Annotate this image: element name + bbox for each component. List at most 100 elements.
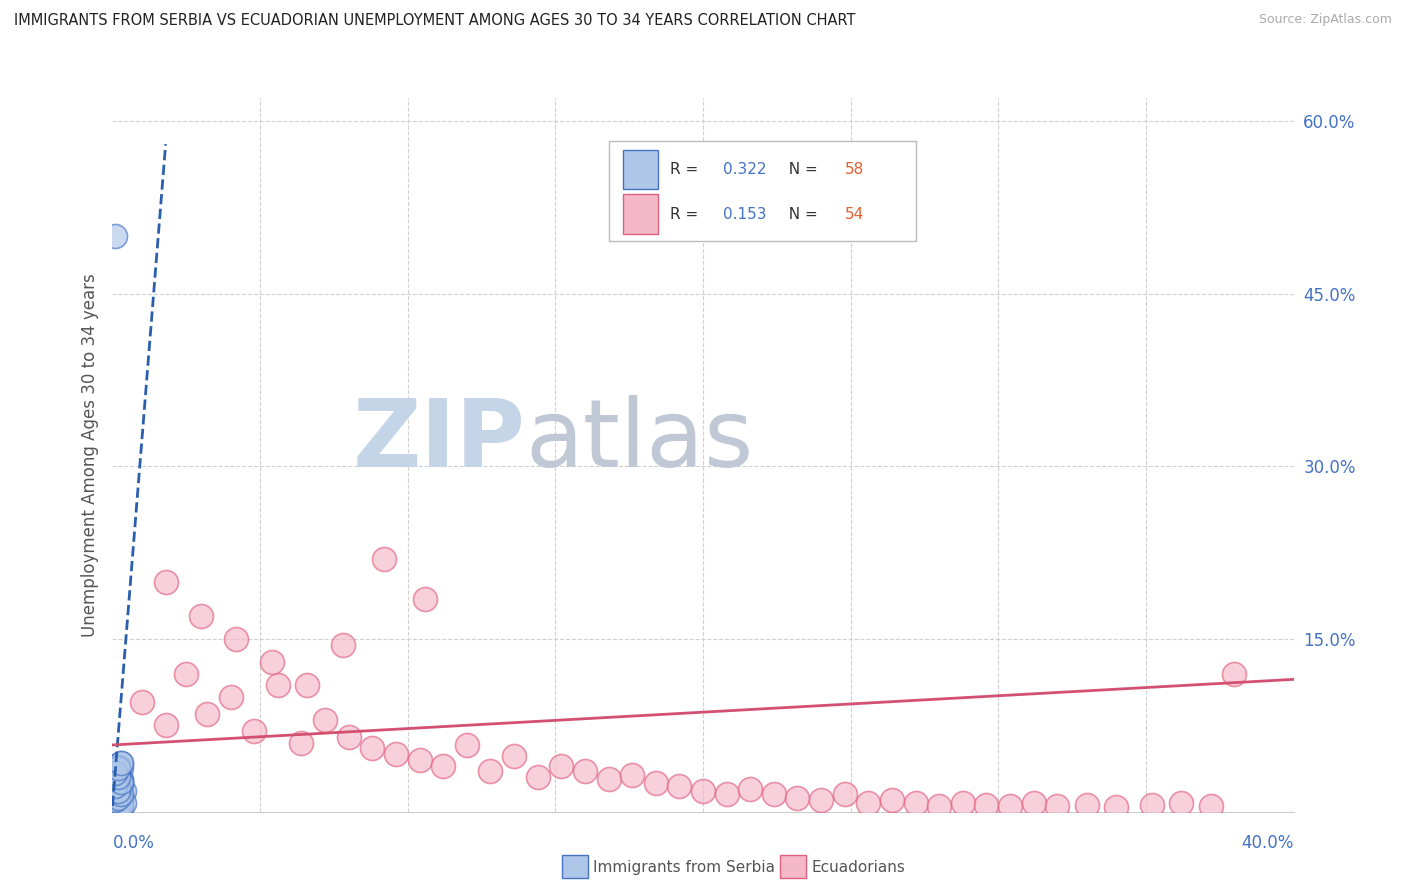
Point — [104, 791, 127, 805]
Point — [1076, 797, 1098, 812]
Point — [1170, 796, 1192, 810]
Text: Immigrants from Serbia: Immigrants from Serbia — [593, 860, 775, 874]
Point — [110, 793, 132, 807]
Point — [668, 780, 690, 794]
Point — [104, 793, 127, 807]
Point — [107, 772, 129, 787]
Point — [267, 678, 290, 692]
Point — [107, 791, 129, 805]
Text: R =: R = — [669, 162, 703, 178]
Point — [904, 796, 927, 810]
Point — [110, 774, 132, 789]
Point — [107, 791, 129, 805]
Point — [107, 777, 129, 791]
Point — [1046, 799, 1069, 814]
Point — [131, 695, 153, 709]
Point — [550, 758, 572, 772]
Point — [107, 796, 129, 810]
Point — [337, 730, 360, 744]
FancyBboxPatch shape — [623, 150, 658, 189]
Text: atlas: atlas — [526, 394, 754, 487]
Point — [174, 666, 197, 681]
Point — [858, 796, 880, 810]
Point — [373, 551, 395, 566]
Point — [107, 801, 129, 815]
Point — [112, 796, 135, 810]
Point — [104, 797, 127, 812]
Point — [621, 768, 644, 782]
Point — [104, 797, 127, 812]
Point — [110, 756, 132, 771]
Point — [110, 788, 132, 802]
Point — [290, 736, 312, 750]
Point — [740, 781, 762, 796]
Point — [155, 574, 177, 589]
Point — [104, 799, 127, 814]
Text: 0.0%: 0.0% — [112, 834, 155, 852]
Point — [297, 678, 319, 692]
Point — [104, 765, 127, 780]
Point — [110, 774, 132, 789]
Point — [1105, 800, 1128, 814]
Point — [104, 765, 127, 780]
Point — [110, 793, 132, 807]
Point — [112, 784, 135, 798]
Point — [332, 638, 354, 652]
Text: 58: 58 — [845, 162, 863, 178]
Text: 54: 54 — [845, 207, 863, 221]
Text: Source: ZipAtlas.com: Source: ZipAtlas.com — [1258, 13, 1392, 27]
Point — [104, 788, 127, 802]
Text: ZIP: ZIP — [353, 394, 526, 487]
Point — [110, 800, 132, 814]
Point — [456, 738, 478, 752]
Point — [1022, 796, 1045, 810]
Point — [1223, 666, 1246, 681]
Point — [243, 724, 266, 739]
Point — [107, 780, 129, 794]
Point — [107, 796, 129, 810]
Text: 0.322: 0.322 — [723, 162, 766, 178]
Point — [716, 788, 738, 802]
Point — [479, 764, 502, 779]
Point — [107, 761, 129, 775]
Text: 0.153: 0.153 — [723, 207, 766, 221]
Point — [692, 784, 714, 798]
Point — [361, 741, 384, 756]
Point — [104, 768, 127, 782]
FancyBboxPatch shape — [623, 194, 658, 234]
Point — [107, 789, 129, 803]
Point — [104, 229, 127, 244]
Point — [415, 591, 437, 606]
Point — [810, 793, 832, 807]
Point — [110, 791, 132, 805]
Point — [598, 772, 620, 787]
Point — [526, 770, 548, 784]
Point — [786, 791, 808, 805]
Point — [107, 799, 129, 814]
Point — [314, 713, 336, 727]
Point — [107, 788, 129, 802]
Point — [104, 784, 127, 798]
Text: 40.0%: 40.0% — [1241, 834, 1294, 852]
Point — [107, 758, 129, 772]
Point — [834, 788, 856, 802]
Point — [110, 761, 132, 775]
Point — [107, 784, 129, 798]
Point — [107, 761, 129, 775]
Point — [104, 781, 127, 796]
Point — [104, 764, 127, 779]
Point — [107, 786, 129, 800]
Point — [880, 793, 903, 807]
Point — [107, 770, 129, 784]
Point — [104, 780, 127, 794]
Point — [104, 796, 127, 810]
Text: IMMIGRANTS FROM SERBIA VS ECUADORIAN UNEMPLOYMENT AMONG AGES 30 TO 34 YEARS CORR: IMMIGRANTS FROM SERBIA VS ECUADORIAN UNE… — [14, 13, 856, 29]
Point — [190, 609, 212, 624]
Point — [155, 718, 177, 732]
Point — [110, 800, 132, 814]
Point — [107, 796, 129, 810]
Point — [104, 781, 127, 796]
Point — [408, 753, 430, 767]
Point — [644, 776, 666, 790]
Point — [260, 655, 283, 669]
